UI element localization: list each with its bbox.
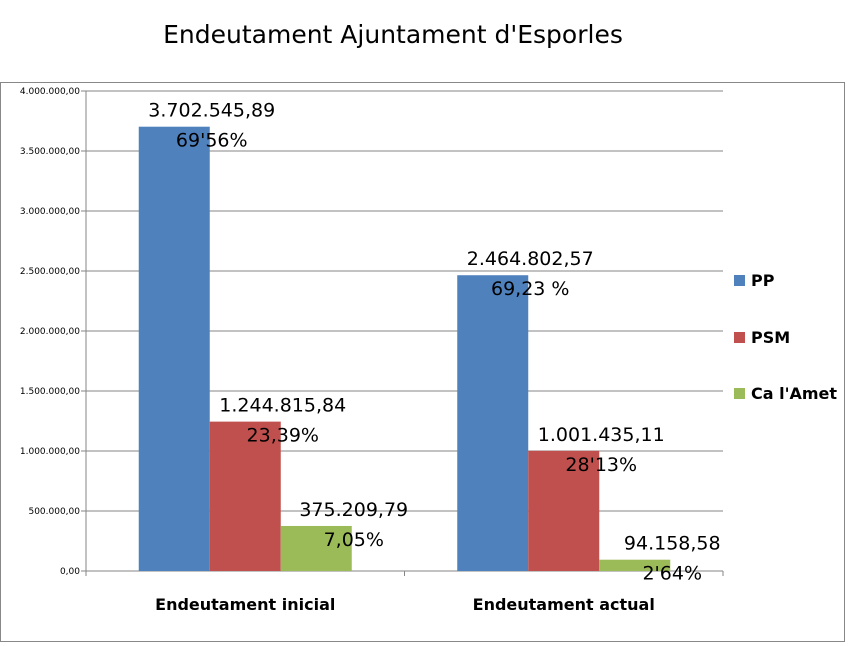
legend-label-1: PSM <box>751 328 790 347</box>
bar-1-0 <box>209 421 281 571</box>
data-label-percent: 2'64% <box>642 563 702 585</box>
data-label-value: 2.464.802,57 <box>467 248 594 270</box>
data-label-percent: 7,05% <box>324 529 384 551</box>
legend-swatch-0 <box>734 275 745 286</box>
y-tick-label: 1.500.000,00 <box>20 387 80 397</box>
x-category-label: Endeutament actual <box>473 595 655 614</box>
x-category-label: Endeutament inicial <box>155 595 335 614</box>
data-label-percent: 28'13% <box>565 454 637 476</box>
data-label-value: 375.209,79 <box>299 499 408 521</box>
bar-2-1 <box>599 559 671 571</box>
y-tick-label: 2.500.000,00 <box>20 267 80 277</box>
y-tick-label: 1.000.000,00 <box>20 447 80 457</box>
bar-1-1 <box>528 450 600 571</box>
data-label-value: 94.158,58 <box>624 533 721 555</box>
chart-title: Endeutament Ajuntament d'Esporles <box>163 20 623 49</box>
y-tick-label: 4.000.000,00 <box>20 87 80 97</box>
data-label-percent: 69,23 % <box>491 278 570 300</box>
bar-0-1 <box>457 275 529 571</box>
data-label-value: 1.001.435,11 <box>538 424 665 446</box>
data-label-value: 3.702.545,89 <box>148 100 275 122</box>
y-tick-label: 3.500.000,00 <box>20 147 80 157</box>
data-label-percent: 69'56% <box>176 130 248 152</box>
bar-2-0 <box>280 525 352 571</box>
y-tick-label: 500.000,00 <box>28 507 80 517</box>
legend-label-2: Ca l'Amet <box>751 384 837 403</box>
data-label-value: 1.244.815,84 <box>219 395 346 417</box>
legend-swatch-2 <box>734 388 745 399</box>
legend-label-0: PP <box>751 271 775 290</box>
y-tick-label: 3.000.000,00 <box>20 207 80 217</box>
chart-border <box>0 82 845 642</box>
data-label-percent: 23,39% <box>247 425 319 447</box>
y-tick-label: 2.000.000,00 <box>20 327 80 337</box>
y-tick-label: 0,00 <box>60 567 80 577</box>
legend-swatch-1 <box>734 332 745 343</box>
bar-0-0 <box>138 126 210 572</box>
